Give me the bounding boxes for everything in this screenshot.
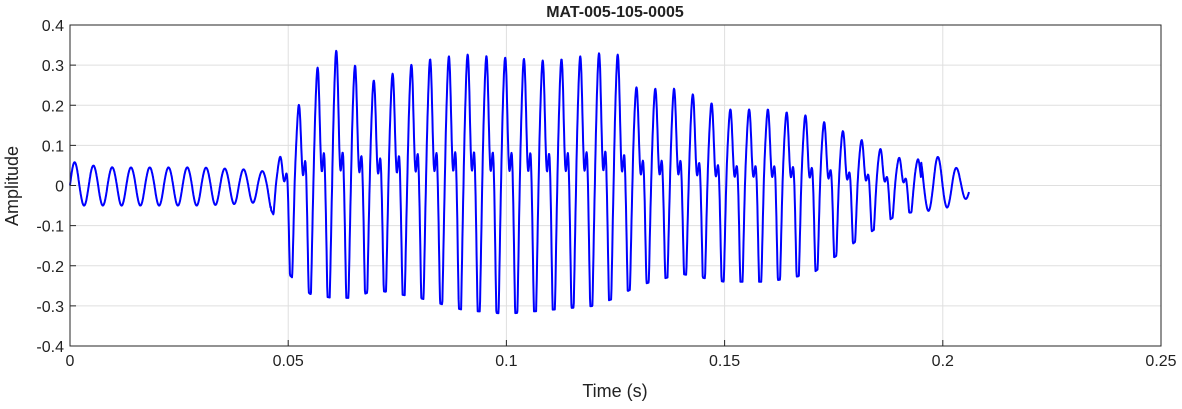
x-tick-label: 0.1 [495,353,517,370]
y-tick-label: -0.3 [36,299,64,316]
y-tick-label: -0.4 [36,339,64,356]
x-tick-label: 0.05 [273,353,304,370]
y-axis-label: Amplitude [2,146,22,226]
y-tick-label: 0 [55,179,64,196]
y-tick-label: -0.2 [36,259,64,276]
waveform-line [69,49,970,315]
x-tick-label: 0.25 [1145,353,1176,370]
x-tick-label: 0 [66,353,75,370]
signal-layer [69,49,970,315]
x-axis: 0 0.05 0.1 0.15 0.2 0.25 [66,340,1177,370]
y-tick-label: -0.1 [36,219,64,236]
y-tick-label: 0.3 [42,58,64,75]
y-tick-label: 0.4 [42,18,64,35]
y-tick-label: 0.2 [42,98,64,115]
chart-title: MAT-005-105-0005 [546,4,684,21]
x-axis-label: Time (s) [582,381,647,401]
x-tick-label: 0.2 [932,353,954,370]
y-tick-label: 0.1 [42,138,64,155]
x-tick-label: 0.15 [709,353,740,370]
y-axis: -0.4 -0.3 -0.2 -0.1 0 0.1 0.2 0.3 0.4 [36,18,76,356]
